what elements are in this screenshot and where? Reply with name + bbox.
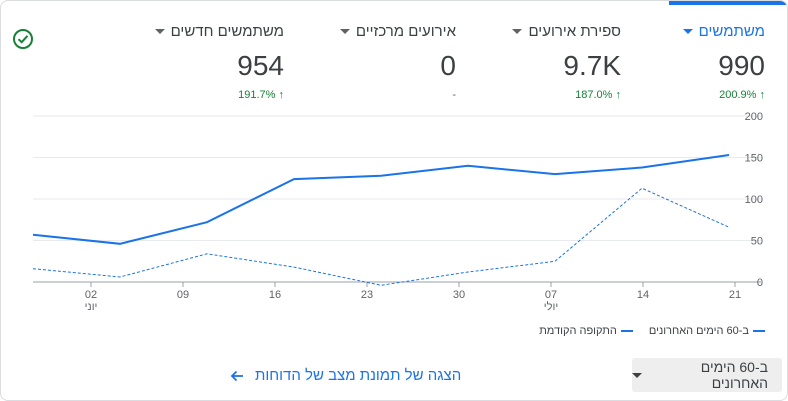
y-tick-label: 100 bbox=[745, 194, 763, 206]
date-range-label: ב-60 הימים האחרונים bbox=[700, 359, 768, 391]
y-tick-label: 50 bbox=[751, 236, 763, 248]
metric-change: 200.9% ↑ bbox=[719, 89, 766, 101]
metric-label-text: אירועים מרכזיים bbox=[355, 23, 456, 40]
x-tick-label: 23 bbox=[361, 289, 373, 301]
legend-current-label: ב-60 הימים האחרונים bbox=[648, 325, 749, 337]
arrow-up-icon: ↑ bbox=[615, 89, 622, 101]
metric-key-events[interactable]: אירועים מרכזיים 0 - bbox=[339, 23, 456, 101]
arrow-left-icon bbox=[230, 370, 243, 381]
metric-value: 954 bbox=[237, 50, 284, 81]
legend-solid-swatch bbox=[753, 330, 765, 332]
x-tick-month-label: יוני bbox=[85, 301, 98, 313]
metric-new-users-label[interactable]: משתמשים חדשים bbox=[154, 23, 284, 40]
previous-period-line bbox=[32, 187, 730, 286]
x-tick-month-label: יולי bbox=[544, 300, 558, 313]
metric-key-events-label[interactable]: אירועים מרכזיים bbox=[339, 23, 456, 40]
x-tick-label: 14 bbox=[637, 289, 649, 301]
metric-change: - bbox=[452, 89, 456, 101]
x-tick-label: 07 bbox=[545, 289, 557, 301]
arrow-up-icon: ↑ bbox=[278, 89, 285, 101]
date-range-dropdown[interactable]: ב-60 הימים האחרונים bbox=[632, 358, 782, 392]
legend-previous-label: התקופה הקודמת bbox=[539, 325, 617, 337]
legend-previous: התקופה הקודמת bbox=[539, 325, 633, 337]
y-tick-label: 200 bbox=[745, 111, 763, 123]
active-tab-indicator bbox=[669, 1, 787, 5]
x-tick-label: 21 bbox=[729, 289, 741, 301]
chevron-down-icon bbox=[339, 29, 350, 34]
y-tick-label: 0 bbox=[757, 277, 763, 289]
metric-value: 990 bbox=[718, 50, 765, 81]
metric-value: 0 bbox=[440, 50, 456, 81]
chevron-down-icon bbox=[632, 372, 642, 378]
check-circle-icon bbox=[13, 29, 33, 49]
metric-label-text: משתמשים bbox=[698, 23, 765, 40]
current-period-line bbox=[32, 154, 730, 245]
chevron-down-icon bbox=[512, 29, 523, 34]
x-tick-label: 30 bbox=[453, 289, 465, 301]
view-reports-snapshot-link[interactable]: הצגה של תמונת מצב של הדוחות bbox=[229, 367, 461, 384]
metric-value: 9.7K bbox=[563, 50, 621, 81]
legend-dashed-swatch bbox=[620, 330, 633, 332]
metric-label-text: ספירת אירועים bbox=[528, 23, 621, 40]
metric-event-count[interactable]: ספירת אירועים 9.7K 187.0% ↑ bbox=[512, 23, 621, 101]
x-tick-label: 16 bbox=[269, 289, 281, 301]
metric-change: 187.0% ↑ bbox=[575, 89, 622, 101]
metric-users-label[interactable]: משתמשים bbox=[682, 23, 765, 40]
chevron-down-icon bbox=[154, 29, 165, 34]
x-tick-label: 02 bbox=[85, 289, 97, 301]
chart-legend: ב-60 הימים האחרונים התקופה הקודמת bbox=[539, 325, 765, 337]
metric-new-users[interactable]: משתמשים חדשים 954 191.7% ↑ bbox=[154, 23, 285, 101]
arrow-up-icon: ↑ bbox=[759, 89, 766, 101]
metric-label-text: משתמשים חדשים bbox=[170, 23, 284, 40]
metric-change: 191.7% ↑ bbox=[238, 89, 285, 101]
chevron-down-icon bbox=[682, 29, 693, 34]
y-tick-label: 150 bbox=[745, 153, 763, 165]
report-link-label: הצגה של תמונת מצב של הדוחות bbox=[255, 367, 462, 384]
metric-event-count-label[interactable]: ספירת אירועים bbox=[512, 23, 621, 40]
x-tick-label: 09 bbox=[177, 289, 189, 301]
metric-users[interactable]: משתמשים 990 200.9% ↑ bbox=[682, 23, 766, 101]
legend-current: ב-60 הימים האחרונים bbox=[649, 325, 765, 337]
